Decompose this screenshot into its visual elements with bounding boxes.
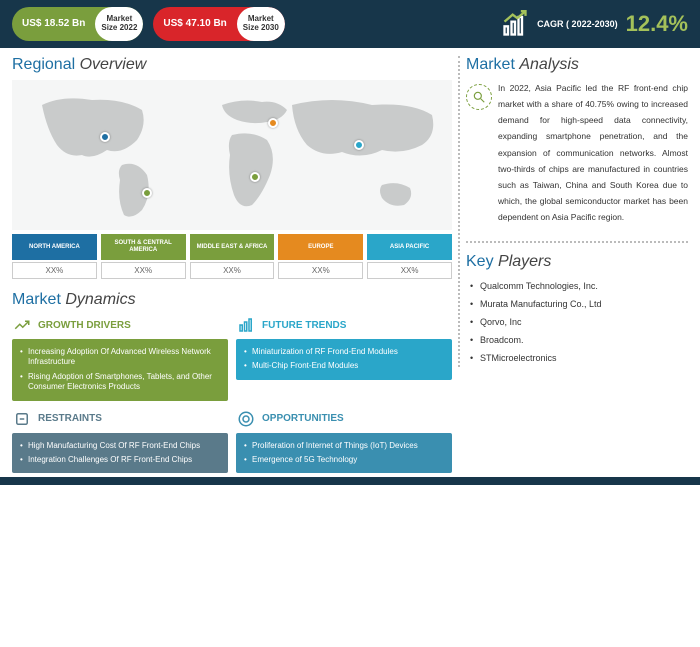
dynamics-item: Increasing Adoption Of Advanced Wireless… <box>20 345 220 370</box>
region-value: XX% <box>190 262 275 279</box>
region-name: EUROPE <box>278 234 363 260</box>
dynamics-item: Integration Challenges Of RF Front-End C… <box>20 453 220 467</box>
market-size-2022-pill: US$ 18.52 Bn Market Size 2022 <box>12 7 143 41</box>
opportunities-icon <box>236 409 256 429</box>
key-player-item: Qualcomm Technologies, Inc. <box>470 277 688 295</box>
analysis-text: In 2022, Asia Pacific led the RF front-e… <box>498 80 688 225</box>
dynamics-head: FUTURE TRENDS <box>236 315 452 335</box>
region-value: XX% <box>367 262 452 279</box>
pill2-label: Market Size 2030 <box>237 7 285 41</box>
region-name: NORTH AMERICA <box>12 234 97 260</box>
regional-title-pre: Regional <box>12 56 80 73</box>
key-player-item: STMicroelectronics <box>470 349 688 367</box>
dynamics-grid: GROWTH DRIVERS Increasing Adoption Of Adv… <box>12 315 452 473</box>
header-bar: US$ 18.52 Bn Market Size 2022 US$ 47.10 … <box>0 0 700 48</box>
dynamics-title: Market Dynamics <box>12 291 452 309</box>
map-pin <box>142 188 152 198</box>
dynamics-head: GROWTH DRIVERS <box>12 315 228 335</box>
restraints-icon <box>12 409 32 429</box>
region-row: NORTH AMERICAXX%SOUTH & CENTRAL AMERICAX… <box>12 234 452 279</box>
left-column: Regional Overview NORTH AMERICAXX%SOUTH … <box>12 56 452 473</box>
map-pin <box>354 140 364 150</box>
region-value: XX% <box>278 262 363 279</box>
key-player-item: Broadcom. <box>470 331 688 349</box>
map-pin <box>250 172 260 182</box>
analysis-icon <box>466 84 492 110</box>
pill2-value: US$ 47.10 Bn <box>153 7 236 41</box>
dynamics-opportunities: OPPORTUNITIES Proliferation of Internet o… <box>236 409 452 474</box>
dynamics-label: OPPORTUNITIES <box>262 413 344 424</box>
dynamics-body: Increasing Adoption Of Advanced Wireless… <box>12 339 228 401</box>
cagr-block: CAGR ( 2022-2030) 12.4% <box>501 10 688 38</box>
region-box: NORTH AMERICA XX% <box>12 234 97 279</box>
main-content: Regional Overview NORTH AMERICAXX%SOUTH … <box>0 48 700 477</box>
dynamics-item: Miniaturization of RF Frond-End Modules <box>244 345 444 359</box>
key-player-item: Murata Manufacturing Co., Ltd <box>470 295 688 313</box>
cagr-label: CAGR ( 2022-2030) <box>537 19 618 29</box>
right-column: Market Analysis In 2022, Asia Pacific le… <box>458 56 688 367</box>
trends-icon <box>236 315 256 335</box>
dynamics-trends: FUTURE TRENDS Miniaturization of RF Frond… <box>236 315 452 401</box>
dynamics-item: Proliferation of Internet of Things (IoT… <box>244 439 444 453</box>
pill2-label-bot: Size 2030 <box>243 24 279 33</box>
dynamics-body: Miniaturization of RF Frond-End ModulesM… <box>236 339 452 380</box>
dynamics-label: RESTRAINTS <box>38 413 102 424</box>
dynamics-title-pre: Market <box>12 291 65 308</box>
world-map <box>12 80 452 230</box>
dynamics-head: RESTRAINTS <box>12 409 228 429</box>
footer-bar <box>0 477 700 485</box>
region-box: SOUTH & CENTRAL AMERICA XX% <box>101 234 186 279</box>
region-name: ASIA PACIFIC <box>367 234 452 260</box>
region-value: XX% <box>101 262 186 279</box>
map-pin <box>100 132 110 142</box>
region-name: SOUTH & CENTRAL AMERICA <box>101 234 186 260</box>
dynamics-head: OPPORTUNITIES <box>236 409 452 429</box>
key-players-list: Qualcomm Technologies, Inc.Murata Manufa… <box>466 277 688 367</box>
dynamics-item: Rising Adoption of Smartphones, Tablets,… <box>20 370 220 395</box>
region-name: MIDDLE EAST & AFRICA <box>190 234 275 260</box>
analysis-block: In 2022, Asia Pacific led the RF front-e… <box>466 80 688 225</box>
pill1-label-bot: Size 2022 <box>101 24 137 33</box>
drivers-icon <box>12 315 32 335</box>
key-player-item: Qorvo, Inc <box>470 313 688 331</box>
growth-chart-icon <box>501 10 529 38</box>
dynamics-label: FUTURE TRENDS <box>262 320 346 331</box>
regional-title: Regional Overview <box>12 56 452 74</box>
cagr-value: 12.4% <box>626 11 688 37</box>
analysis-title: Market Analysis <box>466 56 688 74</box>
region-box: ASIA PACIFIC XX% <box>367 234 452 279</box>
dynamics-title-accent: Dynamics <box>65 291 135 308</box>
pill1-value: US$ 18.52 Bn <box>12 7 95 41</box>
players-title: Key Players <box>466 253 688 271</box>
dynamics-item: High Manufacturing Cost Of RF Front-End … <box>20 439 220 453</box>
map-pin <box>268 118 278 128</box>
regional-title-accent: Overview <box>80 56 147 73</box>
dynamics-body: High Manufacturing Cost Of RF Front-End … <box>12 433 228 474</box>
dynamics-body: Proliferation of Internet of Things (IoT… <box>236 433 452 474</box>
map-svg <box>12 80 452 230</box>
market-size-2030-pill: US$ 47.10 Bn Market Size 2030 <box>153 7 284 41</box>
analysis-title-pre: Market <box>466 56 519 73</box>
dynamics-item: Emergence of 5G Technology <box>244 453 444 467</box>
dynamics-restraints: RESTRAINTS High Manufacturing Cost Of RF … <box>12 409 228 474</box>
pill1-label: Market Size 2022 <box>95 7 143 41</box>
region-box: EUROPE XX% <box>278 234 363 279</box>
analysis-title-accent: Analysis <box>519 56 579 73</box>
players-title-pre: Key <box>466 253 498 270</box>
dynamics-label: GROWTH DRIVERS <box>38 320 131 331</box>
players-title-accent: Players <box>498 253 551 270</box>
dynamics-item: Multi-Chip Front-End Modules <box>244 359 444 373</box>
region-box: MIDDLE EAST & AFRICA XX% <box>190 234 275 279</box>
dynamics-drivers: GROWTH DRIVERS Increasing Adoption Of Adv… <box>12 315 228 401</box>
region-value: XX% <box>12 262 97 279</box>
